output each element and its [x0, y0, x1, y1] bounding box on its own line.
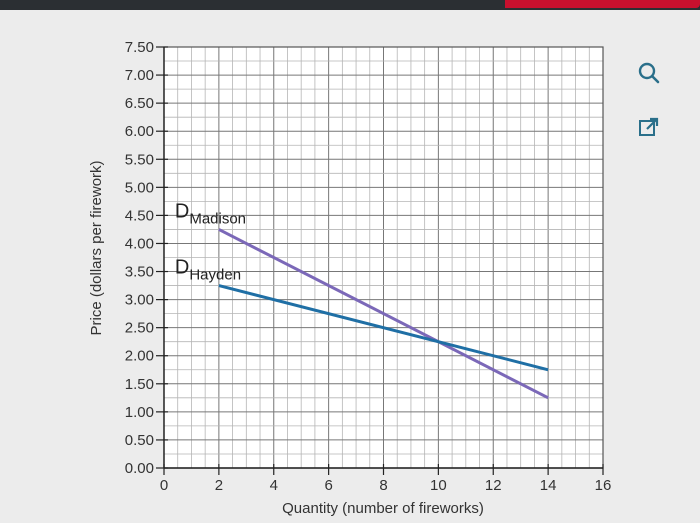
popout-button[interactable]	[634, 112, 664, 142]
y-tick-label: 6.00	[125, 123, 154, 140]
x-tick-label: 4	[270, 477, 278, 494]
y-axis-ticks: 0.00 0.50 1.00 1.50 2.00 2.50 3.00 3.50 4.00 4.50…	[125, 39, 168, 477]
x-axis-label: Quantity (number of fireworks)	[282, 500, 484, 517]
top-strip	[0, 0, 700, 10]
y-tick-label: 5.00	[125, 179, 154, 196]
series-label-main: D	[175, 257, 189, 279]
x-tick-label: 12	[485, 477, 502, 494]
top-strip-accent	[505, 0, 700, 8]
y-tick-label: 1.50	[125, 376, 154, 393]
x-tick-label: 6	[324, 477, 332, 494]
x-tick-label: 0	[160, 477, 168, 494]
y-tick-label: 3.00	[125, 292, 154, 309]
series-label-hayden: DHayden	[175, 257, 241, 284]
y-tick-label: 0.00	[125, 460, 154, 477]
series-line-madison	[218, 228, 549, 400]
x-tick-label: 2	[215, 477, 223, 494]
series-label-subscript: Madison	[189, 210, 246, 227]
y-tick-label: 7.00	[125, 67, 154, 84]
y-tick-label: 3.50	[125, 264, 154, 281]
y-axis-label: Price (dollars per firework)	[88, 160, 105, 335]
y-tick-label: 0.50	[125, 432, 154, 449]
chart-grid	[163, 46, 604, 469]
x-tick-label: 8	[379, 477, 387, 494]
x-tick-label: 10	[430, 477, 447, 494]
series-label-madison: DMadison	[175, 200, 246, 227]
external-link-icon	[639, 117, 659, 136]
zoom-icon	[638, 62, 660, 84]
zoom-button[interactable]	[634, 58, 664, 88]
x-axis-ticks: 0 2 4 6 8 10 12 14 16	[160, 464, 612, 494]
y-tick-label: 5.50	[125, 151, 154, 168]
y-tick-label: 2.50	[125, 320, 154, 337]
y-tick-label: 4.50	[125, 207, 154, 224]
y-tick-label: 1.00	[125, 404, 154, 421]
series-line-hayden	[218, 284, 549, 372]
y-tick-label: 4.00	[125, 235, 154, 252]
y-tick-label: 6.50	[125, 95, 154, 112]
x-tick-label: 14	[540, 477, 557, 494]
y-tick-label: 7.50	[125, 39, 154, 56]
series-label-main: D	[175, 200, 189, 222]
x-tick-label: 16	[595, 477, 612, 494]
y-tick-label: 2.00	[125, 348, 154, 365]
series-label-subscript: Hayden	[189, 267, 241, 284]
